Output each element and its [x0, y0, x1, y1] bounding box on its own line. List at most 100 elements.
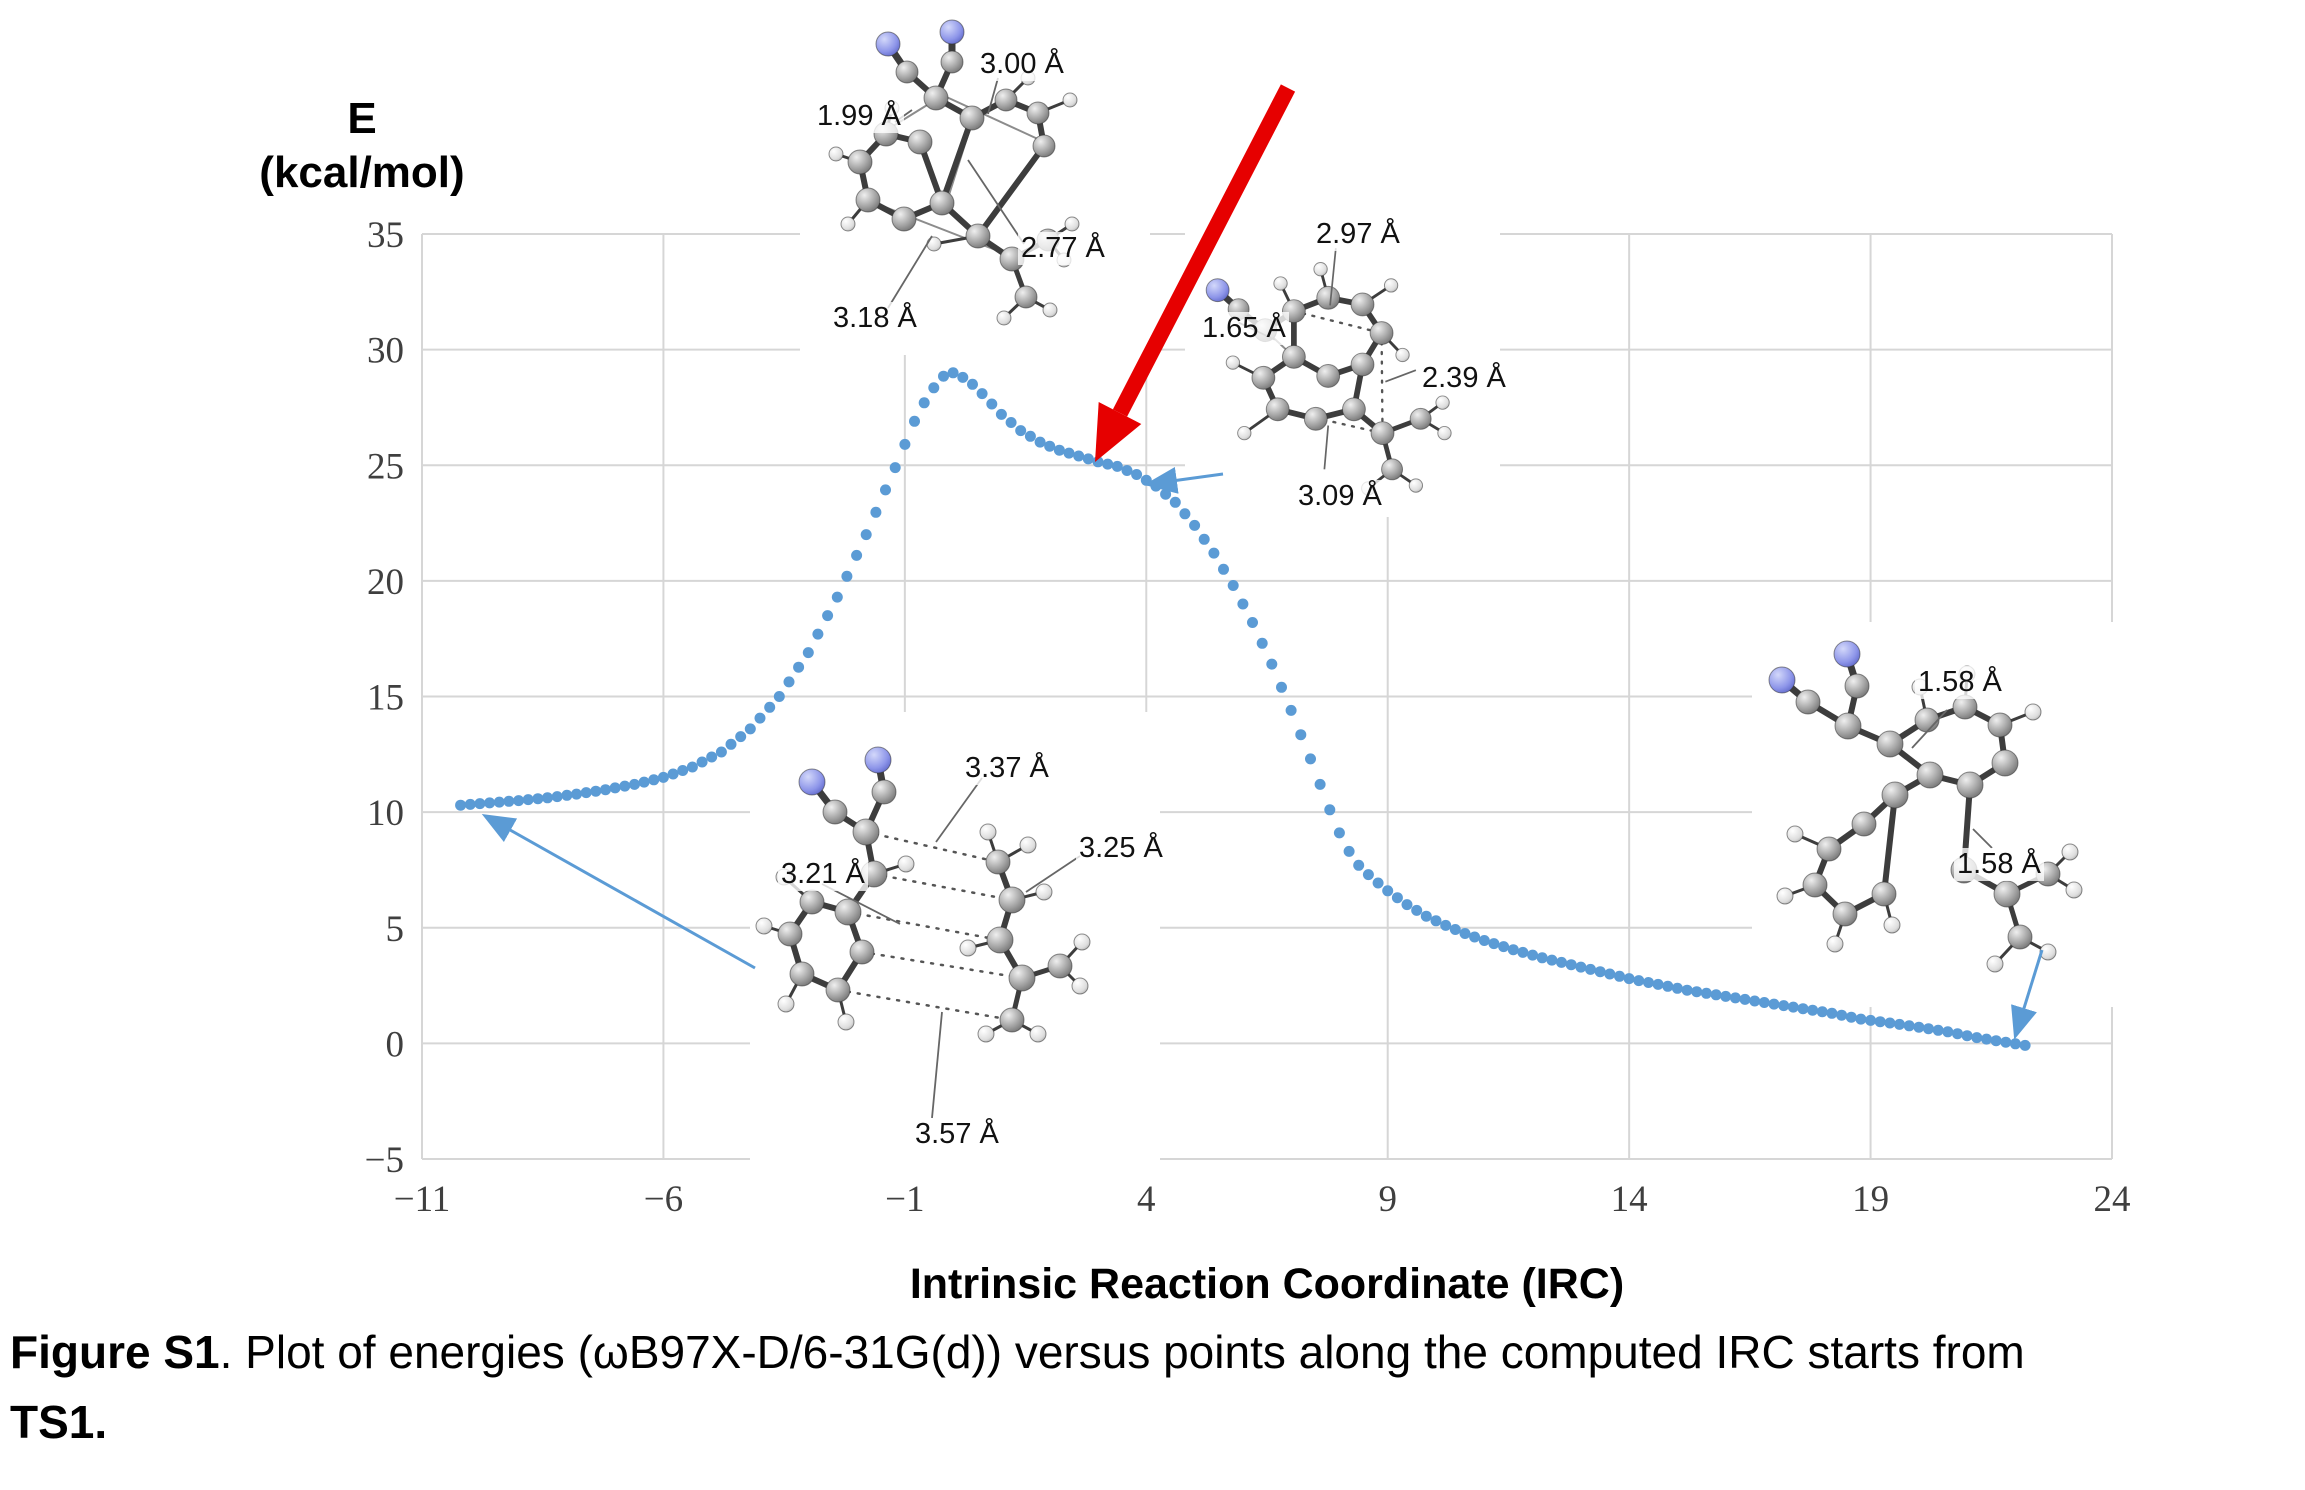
y-tick-label: 15: [367, 678, 404, 719]
bond-distance-label: 3.25 Å: [1076, 832, 1166, 866]
bond-distance-label: 2.77 Å: [1018, 232, 1108, 266]
carbon-atom: [1991, 749, 2019, 777]
carbon-atom: [1026, 101, 1050, 125]
inset-reactant-structure: 3.37 Å 3.25 Å 3.21 Å 3.57 Å: [750, 712, 1166, 1167]
carbon-atom: [847, 149, 873, 175]
carbon-atom: [789, 961, 815, 987]
nitrogen-atom: [798, 768, 826, 796]
hydrogen-atom: [897, 855, 915, 873]
nitrogen-atom: [939, 19, 965, 45]
nitrogen-atom: [1205, 278, 1230, 303]
y-tick-label: 35: [367, 215, 404, 256]
nitrogen-atom: [1768, 666, 1796, 694]
hydrogen-atom: [1435, 395, 1450, 410]
hydrogen-atom: [1073, 933, 1091, 951]
carbon-atom: [923, 85, 949, 111]
carbon-atom: [1047, 953, 1073, 979]
bond-distance-label: 1.58 Å: [1954, 848, 2044, 882]
carbon-atom: [871, 779, 897, 805]
hydrogen-atom: [1062, 92, 1078, 108]
hydrogen-atom: [1883, 916, 1901, 934]
figure-caption-label: Figure S1: [10, 1326, 220, 1378]
hydrogen-atom: [2061, 843, 2079, 861]
carbon-atom: [965, 223, 991, 249]
product-molecule-drawing: [1768, 640, 2083, 973]
carbon-atom: [1381, 458, 1404, 481]
carbon-atom: [849, 939, 875, 965]
y-tick-label: 5: [386, 909, 405, 950]
inset-product-structure: 1.58 Å 1.58 Å: [1752, 622, 2137, 1007]
carbon-atom: [1876, 730, 1904, 758]
carbon-atom: [1281, 344, 1306, 369]
carbon-atom: [1303, 406, 1328, 431]
bond-distance-label: 2.97 Å: [1313, 218, 1403, 252]
hydrogen-atom: [1019, 836, 1037, 854]
figure-caption-line2: TS1.: [10, 1395, 108, 1448]
inset-ts1-structure: 3.00 Å 1.99 Å 2.77 Å 3.18 Å: [800, 10, 1150, 355]
hydrogen-atom: [828, 146, 844, 162]
carbon-atom: [929, 190, 955, 216]
nitrogen-atom: [1833, 640, 1861, 668]
carbon-atom: [1881, 781, 1909, 809]
carbon-atom: [999, 1007, 1025, 1033]
y-tick-label: 10: [367, 793, 404, 834]
hydrogen-atom: [2039, 943, 2057, 961]
bond-distance-label: 3.57 Å: [912, 1118, 1002, 1152]
hydrogen-atom: [1035, 883, 1053, 901]
carbon-atom: [994, 88, 1018, 112]
hydrogen-atom: [1313, 262, 1328, 277]
carbon-atom: [986, 926, 1014, 954]
hydrogen-atom: [1383, 278, 1399, 293]
red-arrow-head: [1095, 402, 1142, 462]
carbon-atom: [1851, 811, 1877, 837]
carbon-atom: [777, 921, 803, 947]
carbon-atom: [1871, 881, 1897, 907]
carbon-atom: [1795, 689, 1821, 715]
carbon-atom: [891, 206, 917, 232]
carbon-atom: [855, 187, 881, 213]
hydrogen-atom: [1064, 216, 1080, 232]
carbon-atom: [1993, 880, 2021, 908]
carbon-atom: [1816, 836, 1842, 862]
x-axis-title: Intrinsic Reaction Coordinate (IRC): [909, 1260, 1625, 1308]
y-axis-title-line2: (kcal/mol): [259, 147, 465, 197]
hydrogen-atom: [1071, 977, 1089, 995]
hydrogen-atom: [1986, 955, 2004, 973]
x-tick-label: 9: [1378, 1179, 1397, 1220]
hydrogen-atom: [1826, 935, 1844, 953]
bond-distance-label: 3.09 Å: [1295, 480, 1385, 514]
carbon-atom: [852, 818, 880, 846]
hydrogen-atom: [2065, 881, 2083, 899]
carbon-atom: [1342, 397, 1366, 422]
hydrogen-atom: [1273, 276, 1288, 291]
nitrogen-atom: [864, 746, 892, 774]
bond-distance-label: 1.58 Å: [1915, 666, 2005, 700]
bond-distance-label: 1.99 Å: [814, 100, 904, 134]
bond-distance-label: 3.37 Å: [962, 752, 1052, 786]
carbon-atom: [1265, 397, 1290, 422]
inset-shoulder-structure: 2.97 Å 1.65 Å 2.39 Å 3.09 Å: [1185, 212, 1509, 517]
nitrogen-atom: [875, 31, 901, 57]
hydrogen-atom: [977, 1025, 995, 1043]
carbon-atom: [907, 129, 933, 155]
bond-distance-label: 1.65 Å: [1199, 312, 1289, 346]
bond-distance-label: 2.39 Å: [1419, 362, 1509, 396]
carbon-atom: [1316, 364, 1341, 388]
hydrogen-atom: [837, 1013, 855, 1031]
carbon-atom: [1916, 761, 1944, 789]
carbon-atom: [1844, 673, 1870, 699]
carbon-atom: [1914, 707, 1940, 733]
carbon-atom: [1369, 321, 1394, 345]
x-tick-label: 24: [2094, 1179, 2131, 1220]
carbon-atom: [1350, 352, 1375, 377]
hydrogen-atom: [1786, 825, 1804, 843]
carbon-atom: [998, 886, 1026, 914]
arrow-to-reactant-point: [481, 814, 756, 970]
hydrogen-atom: [2024, 703, 2042, 721]
carbon-atom: [1956, 771, 1984, 799]
ts1-molecule-drawing: [828, 19, 1080, 326]
x-tick-label: 19: [1852, 1179, 1889, 1220]
carbon-atom: [1987, 712, 2013, 738]
carbon-atom: [959, 105, 985, 131]
x-tick-label: 14: [1611, 1179, 1648, 1220]
